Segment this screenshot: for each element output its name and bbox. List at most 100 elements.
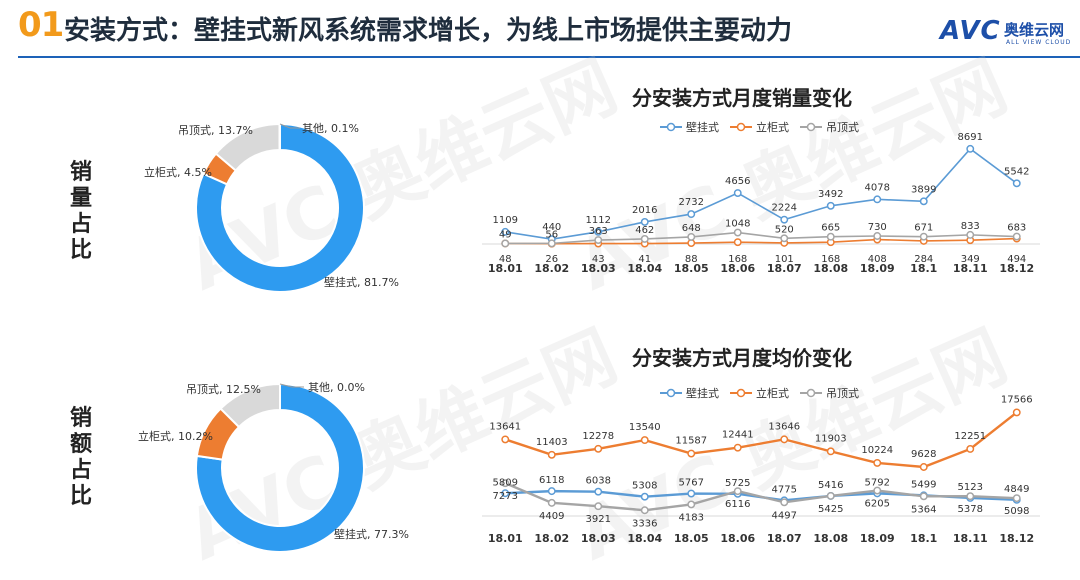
data-point xyxy=(501,239,510,248)
data-point xyxy=(687,500,696,509)
x-tick-label: 18.07 xyxy=(767,262,802,275)
data-label: 5542 xyxy=(1004,166,1029,177)
data-label: 4078 xyxy=(865,182,890,193)
x-tick-label: 18.12 xyxy=(999,262,1034,275)
data-label: 101 xyxy=(775,254,794,265)
x-tick-label: 18.12 xyxy=(999,532,1034,545)
logo-english-name: ALL VIEW CLOUD xyxy=(1006,39,1072,46)
legend-label: 立柜式 xyxy=(756,386,789,400)
data-label: 349 xyxy=(961,254,980,265)
data-point xyxy=(873,458,882,467)
x-tick-label: 18.02 xyxy=(534,532,569,545)
data-point xyxy=(547,498,556,507)
x-tick-label: 18.04 xyxy=(627,262,662,275)
donut-slice xyxy=(195,382,365,553)
slice-leader-line xyxy=(279,383,304,388)
x-tick-label: 18.1 xyxy=(910,532,937,545)
data-point xyxy=(733,228,742,237)
data-point xyxy=(687,449,696,458)
slice-label: 吊顶式, 13.7% xyxy=(178,124,253,137)
legend-label: 立柜式 xyxy=(756,120,789,134)
legend-marker xyxy=(666,122,676,132)
data-point xyxy=(594,444,603,453)
data-label: 2732 xyxy=(679,197,704,208)
data-point xyxy=(966,445,975,453)
x-tick-label: 18.03 xyxy=(581,262,616,275)
data-point xyxy=(501,227,510,236)
x-tick-label: 18.07 xyxy=(767,532,802,545)
data-label: 5378 xyxy=(958,504,983,515)
legend-marker xyxy=(736,122,746,132)
data-label: 4497 xyxy=(772,510,797,521)
donut-slice xyxy=(219,382,281,429)
slice-label: 吊顶式, 12.5% xyxy=(186,383,261,396)
data-point xyxy=(594,502,603,511)
data-label: 4656 xyxy=(725,176,750,187)
series-line xyxy=(504,482,1017,512)
data-label: 5792 xyxy=(865,477,890,488)
x-tick-label: 18.08 xyxy=(813,262,848,275)
donut-chart-amount-share: 壁挂式, 77.3% 立柜式, 10.2% 吊顶式, 12.5% 其他, 0.0% xyxy=(138,381,409,553)
donut-slice xyxy=(278,122,281,152)
data-point xyxy=(780,435,789,444)
data-point xyxy=(826,447,835,456)
header-divider xyxy=(18,56,1080,58)
data-point xyxy=(873,486,882,495)
data-label: 4775 xyxy=(772,484,797,495)
legend-label: 壁挂式 xyxy=(686,386,719,400)
data-label: 833 xyxy=(961,221,980,232)
data-point xyxy=(919,463,928,471)
data-point xyxy=(780,498,789,507)
logo-mark: AVC xyxy=(940,16,1001,46)
x-tick-label: 18.09 xyxy=(860,532,895,545)
data-point xyxy=(919,232,928,241)
data-label: 5308 xyxy=(632,481,657,492)
data-label: 6116 xyxy=(725,499,750,510)
data-point xyxy=(1012,179,1021,188)
x-tick-label: 18.01 xyxy=(488,262,523,275)
data-point xyxy=(826,232,835,241)
data-point xyxy=(733,189,742,197)
series-line xyxy=(505,237,1017,245)
x-tick-label: 18.04 xyxy=(627,532,662,545)
data-point xyxy=(547,239,556,248)
data-label: 3921 xyxy=(586,514,611,525)
data-label: 284 xyxy=(914,254,933,265)
data-label: 363 xyxy=(589,226,608,237)
data-point xyxy=(1012,494,1021,503)
data-label: 462 xyxy=(635,225,654,236)
legend-marker xyxy=(666,388,676,398)
data-point xyxy=(640,217,649,226)
data-point xyxy=(594,227,603,236)
data-point xyxy=(966,230,975,239)
data-point xyxy=(1012,232,1021,241)
legend-marker xyxy=(806,388,816,398)
x-tick-label: 18.11 xyxy=(953,262,988,275)
side-label-volume-share: 销 量 占 比 xyxy=(69,160,92,263)
x-tick-label: 18.1 xyxy=(910,262,937,275)
data-label: 56 xyxy=(545,229,558,240)
data-label: 2224 xyxy=(772,203,797,214)
data-label: 683 xyxy=(1007,223,1026,234)
data-label: 7273 xyxy=(493,491,518,502)
data-label: 5123 xyxy=(958,482,983,493)
line-chart-price: 壁挂式 立柜式 吊顶式 18.01 18.02 18.03 18.04 18.05 18.06 1… xyxy=(482,386,1040,545)
data-label: 13646 xyxy=(768,421,800,432)
data-point xyxy=(640,492,649,501)
data-label: 11903 xyxy=(815,433,847,444)
data-label: 5098 xyxy=(1004,506,1029,517)
slice-label: 立柜式, 10.2% xyxy=(138,429,213,443)
slice-label: 其他, 0.0% xyxy=(308,381,365,394)
logo-chinese-name: 奥维云网 xyxy=(1004,21,1065,39)
data-label: 671 xyxy=(914,223,933,234)
data-point xyxy=(826,491,835,500)
side-label-amount-share: 销 额 占 比 xyxy=(69,406,92,509)
data-label: 5809 xyxy=(493,477,518,488)
data-label: 408 xyxy=(868,254,887,265)
data-label: 12251 xyxy=(954,431,986,442)
data-point xyxy=(594,236,603,244)
data-label: 41 xyxy=(638,254,651,265)
x-tick-label: 18.05 xyxy=(674,262,709,275)
x-tick-label: 18.09 xyxy=(860,262,895,275)
data-point xyxy=(640,234,649,243)
